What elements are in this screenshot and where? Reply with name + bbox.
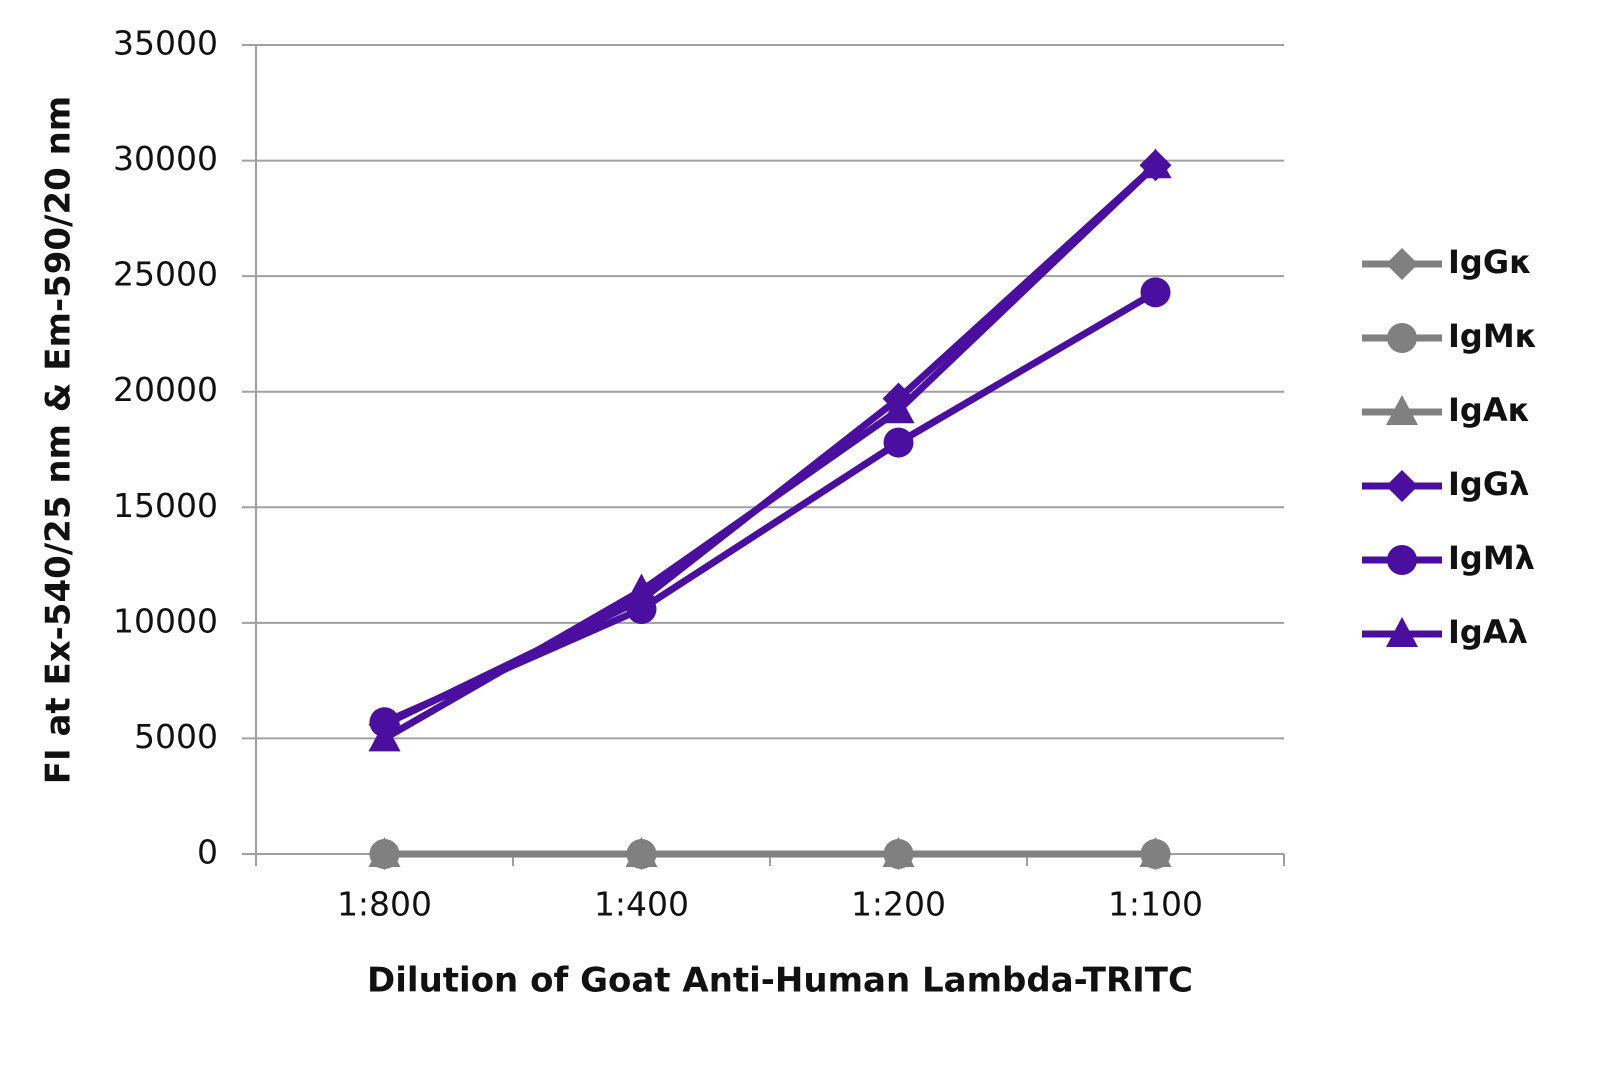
y-tick-label: 5000 xyxy=(134,717,218,756)
x-tick-label: 1:400 xyxy=(594,885,689,924)
legend-label: IgGκ xyxy=(1448,243,1532,281)
x-axis-title: Dilution of Goat Anti-Human Lambda-TRITC xyxy=(367,961,1193,1001)
x-tick-label: 1:800 xyxy=(337,885,432,924)
data-point xyxy=(625,837,658,867)
data-point xyxy=(882,837,915,867)
y-tick-label: 25000 xyxy=(113,255,218,294)
legend-label: IgAκ xyxy=(1448,391,1530,429)
y-tick-label: 10000 xyxy=(113,601,218,640)
legend-marker xyxy=(1386,395,1418,425)
y-tick-label: 30000 xyxy=(113,139,218,178)
y-axis-title: FI at Ex-540/25 nm & Em-590/20 nm xyxy=(39,96,79,784)
data-point xyxy=(883,427,914,458)
y-tick-label: 20000 xyxy=(113,370,218,409)
legend-label: IgAλ xyxy=(1448,613,1528,651)
data-point xyxy=(882,393,915,424)
data-point xyxy=(625,573,658,604)
legend-label: IgMλ xyxy=(1448,539,1535,577)
legend-label: IgGλ xyxy=(1448,465,1529,503)
legend-marker xyxy=(1386,470,1418,502)
data-point xyxy=(368,837,401,867)
data-point xyxy=(1140,277,1171,308)
y-tick-label: 0 xyxy=(197,833,218,872)
data-point xyxy=(368,721,401,752)
y-tick-label: 35000 xyxy=(113,24,218,63)
series-line xyxy=(382,162,1158,728)
series-line xyxy=(382,162,1158,742)
y-tick-label: 15000 xyxy=(113,486,218,525)
legend-label: IgMκ xyxy=(1448,317,1537,355)
x-tick-label: 1:200 xyxy=(851,885,946,924)
data-point xyxy=(1139,148,1172,179)
legend-marker xyxy=(1387,545,1417,575)
data-point xyxy=(1139,837,1172,867)
x-tick-label: 1:100 xyxy=(1108,885,1203,924)
legend-marker xyxy=(1386,617,1418,647)
legend-marker xyxy=(1386,248,1418,280)
legend-marker xyxy=(1387,323,1417,353)
